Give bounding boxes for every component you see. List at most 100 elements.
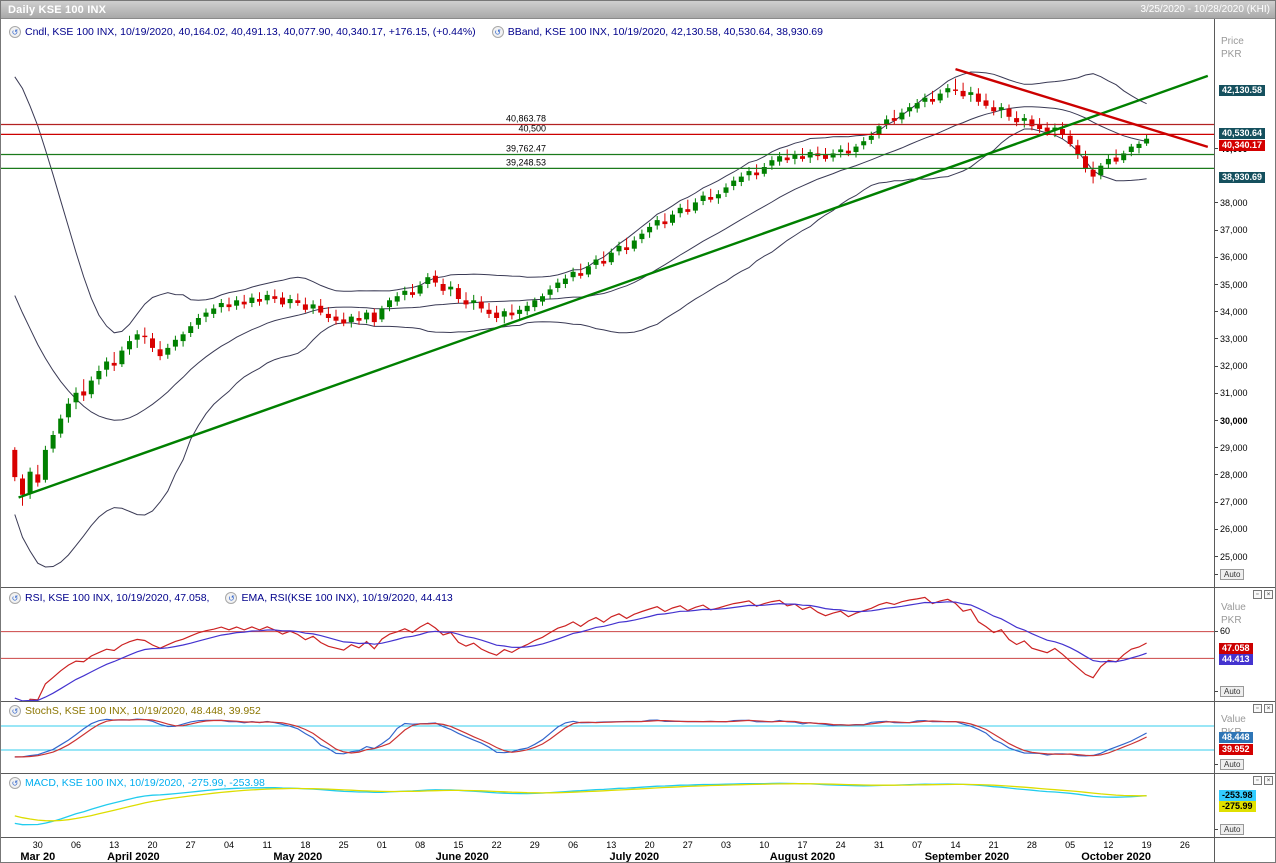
rsi-axis-auto: Auto <box>1214 686 1245 697</box>
xaxis-date-tick: 31 <box>873 840 885 850</box>
legend-candle-series: ↺ Cndl, KSE 100 INX, 10/19/2020, 40,164.… <box>9 26 476 38</box>
tick-mark <box>1214 691 1218 692</box>
xaxis-date-tick: 06 <box>568 840 579 850</box>
titlebar[interactable]: Daily KSE 100 INX 3/25/2020 - 10/28/2020… <box>1 1 1275 19</box>
xaxis-date-tick: 28 <box>1026 840 1037 850</box>
rsi-legend: ↺ RSI, KSE 100 INX, 10/19/2020, 47.058, … <box>9 592 453 604</box>
macd-panel: ↺ MACD, KSE 100 INX, 10/19/2020, -275.99… <box>1 773 1275 838</box>
series-menu-icon[interactable]: ↺ <box>491 26 504 38</box>
axis-value-badge: 39.952 <box>1219 743 1253 755</box>
xaxis-date-tick: 11 <box>262 840 272 850</box>
axis-tick-label: 36,000 <box>1214 252 1248 263</box>
legend-stoch-series: ↺ StochS, KSE 100 INX, 10/19/2020, 48.44… <box>9 705 261 717</box>
axis-unit-pkr: PKR <box>1221 49 1242 60</box>
xaxis-date-tick: 17 <box>797 840 808 850</box>
xaxis-month-label: May 2020 <box>273 851 323 863</box>
axis-unit-price: Price <box>1221 36 1244 47</box>
stoch-panel-close-icon[interactable]: × <box>1264 704 1273 713</box>
xaxis-date-tick: 13 <box>606 840 617 850</box>
xaxis-date-tick: 18 <box>300 840 311 850</box>
xaxis-date-tick: 20 <box>644 840 655 850</box>
xaxis-date-tick: 13 <box>109 840 120 850</box>
macd-plot[interactable] <box>1 774 1214 838</box>
rsi-panel-restore-icon[interactable]: ▫ <box>1253 590 1262 599</box>
price-auto-button[interactable]: Auto <box>1220 569 1245 580</box>
axis-value-badge: 42,130.58 <box>1219 84 1266 96</box>
xaxis-date-tick: 24 <box>835 840 846 850</box>
axis-tick-label: 37,000 <box>1214 225 1248 236</box>
legend-candle-text: Cndl, KSE 100 INX, 10/19/2020, 40,164.02… <box>25 26 476 38</box>
macd-panel-close-icon[interactable]: × <box>1264 776 1273 785</box>
xaxis-date-tick: 08 <box>415 840 426 850</box>
axis-tick-label: 38,000 <box>1214 197 1248 208</box>
axis-unit-value: Value <box>1221 602 1246 613</box>
xaxis-date-tick: 06 <box>70 840 82 850</box>
series-menu-icon[interactable]: ↺ <box>9 705 21 717</box>
rsi-panel: ↺ RSI, KSE 100 INX, 10/19/2020, 47.058, … <box>1 587 1275 702</box>
xaxis-date-tick: 10 <box>759 840 770 850</box>
main-chart-panel: ↺ Cndl, KSE 100 INX, 10/19/2020, 40,164.… <box>1 19 1275 587</box>
xaxis-month-label: June 2020 <box>435 851 489 863</box>
tick-mark <box>1214 574 1218 575</box>
rsi-axis[interactable]: Value PKR Auto 60 47.058 44.413 <box>1214 587 1275 701</box>
macd-panel-restore-icon[interactable]: ▫ <box>1253 776 1262 785</box>
date-range-label: 3/25/2020 - 10/28/2020 (KHI) <box>1140 4 1270 15</box>
svg-text:40,863.78: 40,863.78 <box>506 114 546 124</box>
window-title: Daily KSE 100 INX <box>8 3 107 16</box>
legend-stoch-text: StochS, KSE 100 INX, 10/19/2020, 48.448,… <box>25 705 261 717</box>
axis-value-badge: 40,340.17 <box>1219 139 1266 151</box>
xaxis-month-label: Mar 20 <box>20 851 56 863</box>
xaxis-month-label: October 2020 <box>1081 851 1151 863</box>
stochastic-plot[interactable] <box>1 702 1214 774</box>
axis-value-badge: 47.058 <box>1219 642 1253 654</box>
legend-macd-text: MACD, KSE 100 INX, 10/19/2020, -275.99, … <box>25 777 265 789</box>
legend-ema-series: ↺ EMA, RSI(KSE 100 INX), 10/19/2020, 44.… <box>225 592 453 604</box>
series-menu-icon[interactable]: ↺ <box>225 592 238 604</box>
xaxis-date-tick: 20 <box>147 840 158 850</box>
price-axis[interactable]: Price PKR Auto 40,00038,00037,00036,0003… <box>1214 19 1275 587</box>
stoch-legend: ↺ StochS, KSE 100 INX, 10/19/2020, 48.44… <box>9 705 261 717</box>
axis-tick-label: 27,000 <box>1214 497 1248 508</box>
stoch-axis-auto: Auto <box>1214 759 1245 770</box>
macd-auto-button[interactable]: Auto <box>1220 824 1245 835</box>
xaxis-date-tick: 26 <box>1179 840 1190 850</box>
xaxis-date-tick: 14 <box>950 840 961 850</box>
axis-tick-label: 60 <box>1214 626 1230 637</box>
xaxis-date-tick: 27 <box>682 840 693 850</box>
series-menu-icon[interactable]: ↺ <box>9 592 21 604</box>
main-legend: ↺ Cndl, KSE 100 INX, 10/19/2020, 40,164.… <box>9 26 823 38</box>
svg-text:40,500: 40,500 <box>518 123 546 133</box>
svg-text:39,248.53: 39,248.53 <box>506 157 546 167</box>
axis-tick-label: 30,000 <box>1214 415 1248 426</box>
rsi-plot[interactable] <box>1 588 1214 702</box>
macd-axis[interactable]: Auto -253.98 -275.99 <box>1214 773 1275 837</box>
axis-tick-label: 28,000 <box>1214 469 1248 480</box>
xaxis-date-tick: 21 <box>988 840 999 850</box>
series-menu-icon[interactable]: ↺ <box>9 777 21 789</box>
date-axis[interactable]: 30 06 13 20 27 04 11 18 25 01 08 15 22 29 06 13 20 27 03 10… <box>1 837 1275 863</box>
legend-rsi-text: RSI, KSE 100 INX, 10/19/2020, 47.058, <box>25 592 210 604</box>
axis-tick-label: 32,000 <box>1214 361 1248 372</box>
legend-bband-text: BBand, KSE 100 INX, 10/19/2020, 42,130.5… <box>507 26 823 38</box>
axis-value-badge: 44.413 <box>1219 654 1253 665</box>
stochastic-panel: ↺ StochS, KSE 100 INX, 10/19/2020, 48.44… <box>1 701 1275 774</box>
macd-axis-auto: Auto <box>1214 824 1245 835</box>
legend-bband-series: ↺ BBand, KSE 100 INX, 10/19/2020, 42,130… <box>491 26 823 38</box>
legend-rsi-series: ↺ RSI, KSE 100 INX, 10/19/2020, 47.058, <box>9 592 209 604</box>
xaxis-date-tick: 07 <box>912 840 923 850</box>
xaxis-date-tick: 04 <box>223 840 235 850</box>
stoch-auto-button[interactable]: Auto <box>1220 759 1245 770</box>
xaxis-month-label: August 2020 <box>769 851 836 863</box>
xaxis-date-tick: 22 <box>491 840 502 850</box>
axis-tick-label: 35,000 <box>1214 279 1248 290</box>
xaxis-date-tick: 25 <box>338 840 349 850</box>
rsi-auto-button[interactable]: Auto <box>1220 686 1245 697</box>
axis-unit-pkr: PKR <box>1221 615 1242 626</box>
rsi-panel-close-icon[interactable]: × <box>1264 590 1273 599</box>
series-menu-icon[interactable]: ↺ <box>9 26 21 38</box>
xaxis-date-tick: 30 <box>32 840 43 850</box>
stoch-panel-restore-icon[interactable]: ▫ <box>1253 704 1262 713</box>
